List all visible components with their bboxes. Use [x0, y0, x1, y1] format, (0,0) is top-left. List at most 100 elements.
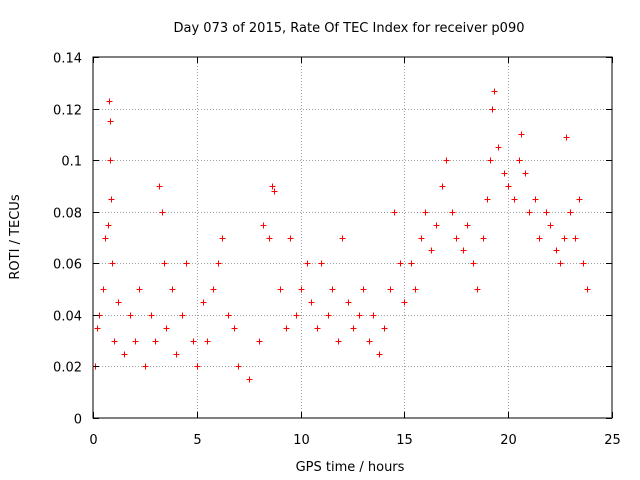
data-point — [412, 286, 419, 293]
data-point — [376, 351, 383, 358]
y-tick-label: 0.02 — [53, 361, 82, 376]
data-point — [495, 144, 502, 151]
y-tick-label: 0 — [74, 413, 82, 428]
data-point — [350, 325, 357, 332]
data-point — [360, 286, 367, 293]
data-point — [580, 260, 587, 267]
data-point — [356, 312, 363, 319]
data-point — [106, 98, 113, 105]
y-axis-label: ROTI / TECUs — [8, 194, 23, 279]
data-point — [584, 286, 591, 293]
data-point — [298, 286, 305, 293]
data-point — [200, 299, 207, 306]
data-point — [219, 235, 226, 242]
data-point — [108, 196, 115, 203]
data-point — [190, 338, 197, 345]
data-point — [260, 222, 267, 229]
x-tick-label: 15 — [396, 433, 413, 448]
data-point — [127, 312, 134, 319]
data-point — [501, 170, 508, 177]
data-point — [563, 134, 570, 141]
data-point — [453, 235, 460, 242]
data-point — [422, 209, 429, 216]
data-point — [449, 209, 456, 216]
data-point — [269, 183, 276, 190]
data-point — [474, 286, 481, 293]
data-point — [443, 157, 450, 164]
tick-labels: 0 5 10 15 20 25 0 0.02 0.04 0.06 0.08 0.1 0.12 0.14 — [53, 52, 621, 449]
data-point — [491, 88, 498, 95]
data-point — [325, 312, 332, 319]
data-point — [345, 299, 352, 306]
data-point — [169, 286, 176, 293]
data-point — [235, 363, 242, 370]
y-tick-label: 0.12 — [53, 104, 82, 119]
x-tick-label: 5 — [193, 433, 201, 448]
data-point — [283, 325, 290, 332]
y-tick-label: 0.08 — [53, 207, 82, 222]
data-point — [366, 338, 373, 345]
data-point — [335, 338, 342, 345]
x-tick-label: 25 — [604, 433, 621, 448]
data-point — [370, 312, 377, 319]
grid — [93, 57, 612, 418]
x-tick-label: 20 — [500, 433, 517, 448]
data-point — [439, 183, 446, 190]
data-point — [522, 170, 529, 177]
data-point — [159, 209, 166, 216]
data-point — [543, 209, 550, 216]
data-point — [111, 338, 118, 345]
data-point — [339, 235, 346, 242]
data-point — [572, 235, 579, 242]
data-point — [132, 338, 139, 345]
data-point — [156, 183, 163, 190]
data-points — [92, 88, 591, 383]
axis-ticks — [93, 57, 613, 419]
data-point — [210, 286, 217, 293]
data-point — [567, 209, 574, 216]
data-point — [163, 325, 170, 332]
data-point — [516, 157, 523, 164]
y-tick-label: 0.04 — [53, 310, 82, 325]
data-point — [94, 325, 101, 332]
data-point — [308, 299, 315, 306]
data-point — [526, 209, 533, 216]
data-point — [329, 286, 336, 293]
data-point — [489, 106, 496, 113]
data-point — [142, 363, 149, 370]
data-point — [428, 247, 435, 254]
data-point — [470, 260, 477, 267]
data-point — [109, 260, 116, 267]
data-point — [256, 338, 263, 345]
data-point — [381, 325, 388, 332]
y-tick-label: 0.1 — [61, 155, 82, 170]
data-point — [115, 299, 122, 306]
data-point — [183, 260, 190, 267]
data-point — [293, 312, 300, 319]
data-point — [487, 157, 494, 164]
chart-title: Day 073 of 2015, Rate Of TEC Index for r… — [174, 21, 525, 36]
data-point — [225, 312, 232, 319]
data-point — [318, 260, 325, 267]
x-axis-label: GPS time / hours — [296, 460, 405, 475]
data-point — [121, 351, 128, 358]
data-point — [179, 312, 186, 319]
data-point — [557, 260, 564, 267]
data-point — [173, 351, 180, 358]
data-point — [511, 196, 518, 203]
data-point — [547, 222, 554, 229]
data-point — [215, 260, 222, 267]
data-point — [518, 131, 525, 138]
data-point — [271, 188, 278, 195]
y-tick-label: 0.06 — [53, 258, 82, 273]
data-point — [304, 260, 311, 267]
data-point — [204, 338, 211, 345]
data-point — [433, 222, 440, 229]
data-point — [266, 235, 273, 242]
plot-frame — [92, 56, 613, 419]
data-point — [100, 286, 107, 293]
data-point — [480, 235, 487, 242]
x-tick-label: 0 — [89, 433, 97, 448]
data-point — [387, 286, 394, 293]
